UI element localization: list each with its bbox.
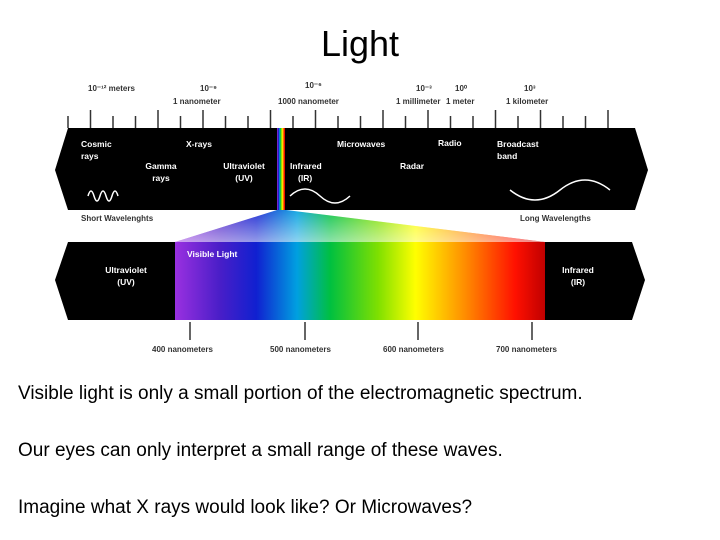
scale-label: 10⁻³ (416, 84, 432, 93)
nm-label: 500 nanometers (270, 345, 331, 354)
nm-label: 600 nanometers (383, 345, 444, 354)
band-label: Cosmic (81, 139, 112, 149)
slide-title: Light (321, 23, 399, 64)
scale-label: 1 nanometer (173, 97, 221, 106)
band-label: band (497, 151, 517, 161)
visible-strip (277, 128, 285, 210)
band-label: Ultraviolet (223, 161, 265, 171)
band-label: Infrared (562, 265, 594, 275)
band-label: (IR) (298, 173, 312, 183)
band-label: Microwaves (337, 139, 385, 149)
fan-overlay (175, 210, 545, 242)
scale-ticks (67, 110, 609, 128)
body-text: Our eyes can only interpret a small rang… (18, 440, 503, 461)
band-label: Radio (438, 138, 462, 148)
band-label: (UV) (235, 173, 253, 183)
visible-spectrum (175, 242, 545, 320)
band-label: Gamma (145, 161, 176, 171)
body-text: Visible light is only a small portion of… (18, 383, 583, 404)
scale-label: 10³ (524, 84, 536, 93)
nm-label: 700 nanometers (496, 345, 557, 354)
labels: 10⁻¹² meters 10⁻⁹ 1 nanometer 10⁻⁶ 1000 nano… (18, 81, 594, 518)
band-label: rays (152, 173, 170, 183)
band-label: rays (81, 151, 99, 161)
nm-ticks (189, 322, 533, 340)
band-label: Ultraviolet (105, 265, 147, 275)
scale-label: 10⁰ (455, 84, 468, 93)
long-label: Long Wavelengths (520, 214, 591, 223)
scale-label: 1 millimeter (396, 97, 440, 106)
short-label: Short Wavelenghts (81, 214, 154, 223)
scale-label: 1 meter (446, 97, 474, 106)
band-label: (IR) (571, 277, 585, 287)
band-label: Infrared (290, 161, 322, 171)
scale-label: 10⁻⁹ (200, 84, 217, 93)
scale-label: 1 kilometer (506, 97, 548, 106)
band-label: Radar (400, 161, 425, 171)
band-label: X-rays (186, 139, 212, 149)
scale-label: 10⁻¹² meters (88, 84, 135, 93)
body-text: Imagine what X rays would look like? Or … (18, 497, 472, 518)
band-label: Broadcast (497, 139, 539, 149)
long-wave-icon (509, 179, 611, 201)
mid-wave-icon (289, 188, 351, 204)
upper-band (55, 128, 648, 210)
short-wave-icon (87, 190, 119, 202)
band-label: (UV) (117, 277, 135, 287)
nm-label: 400 nanometers (152, 345, 213, 354)
visible-label: Visible Light (187, 249, 238, 259)
scale-label: 10⁻⁶ (305, 81, 322, 90)
scale-label: 1000 nanometer (278, 97, 339, 106)
